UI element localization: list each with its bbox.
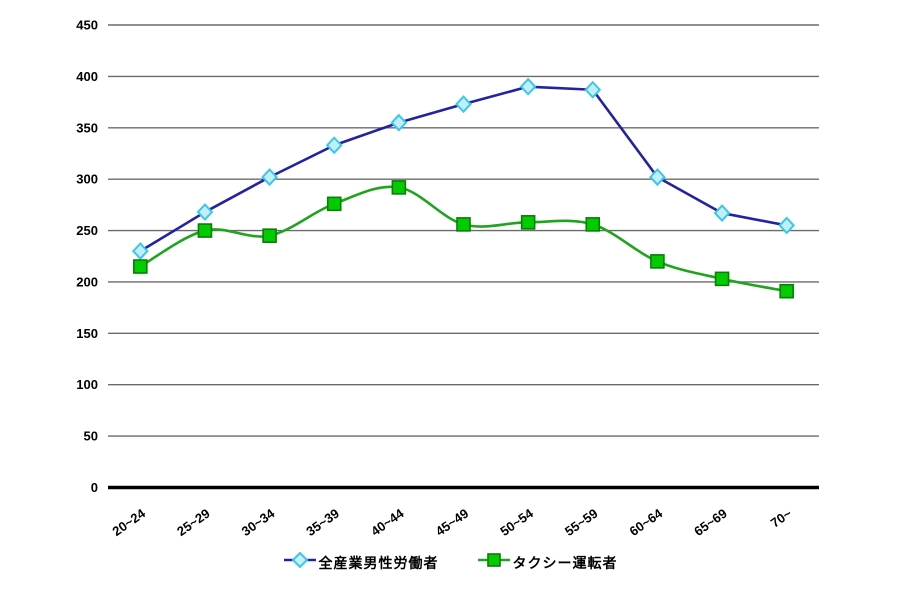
data-point-all-industry-male-workers-4 [390,113,408,132]
x-axis-tick-label: 60~64 [627,505,666,539]
data-point-all-industry-male-workers-8 [649,168,666,187]
y-axis-tick-label: 400 [76,69,98,84]
x-axis-tick-label: 40~44 [368,505,407,539]
y-axis-tick-label: 150 [76,326,98,341]
data-point-taxi-drivers-10 [779,283,794,299]
data-point-taxi-drivers-0 [133,259,148,274]
x-axis-tick-label: 55~59 [562,506,601,539]
y-axis-tick-label: 450 [76,18,98,33]
x-axis-tick-label: 30~34 [239,505,278,539]
y-axis-tick-label: 200 [76,274,98,289]
x-axis-tick-label: 35~39 [303,506,342,539]
x-axis-tick-label: 65~69 [691,506,730,539]
x-axis-tick-label: 50~54 [497,505,536,539]
data-point-all-industry-male-workers-9 [713,204,731,223]
data-point-all-industry-male-workers-6 [519,77,537,96]
legend-label-taxi-drivers: タクシー運転者 [512,554,618,571]
data-point-all-industry-male-workers-2 [261,168,278,187]
data-point-all-industry-male-workers-1 [196,203,214,222]
x-axis-tick-label: 20~24 [110,505,149,539]
data-point-taxi-drivers-5 [456,217,471,232]
data-point-taxi-drivers-8 [650,254,665,269]
legend-marker-square-icon [477,551,511,574]
x-axis-tick-label: 70~ [768,505,795,530]
y-axis-tick-label: 350 [76,120,98,135]
data-point-all-industry-male-workers-10 [778,216,796,235]
series-line-taxi-drivers [139,185,788,293]
data-point-taxi-drivers-2 [262,228,277,243]
y-axis-tick-label: 300 [76,172,98,187]
y-axis-tick-label: 50 [84,429,98,444]
data-point-taxi-drivers-3 [326,196,342,212]
chart-legend: 全産業男性労働者 タクシー運転者 [0,551,900,574]
data-point-all-industry-male-workers-5 [455,95,472,114]
legend-item-all-industry-male-workers: 全産業男性労働者 [283,551,439,574]
legend-label-all-industry-male-workers: 全産業男性労働者 [318,554,439,571]
y-axis-tick-label: 0 [91,480,98,495]
data-point-all-industry-male-workers-3 [325,136,343,155]
data-point-taxi-drivers-1 [197,223,213,238]
data-point-taxi-drivers-9 [714,271,730,287]
legend-marker-diamond-icon [283,551,317,574]
x-axis-tick-label: 45~49 [433,506,472,539]
legend-item-taxi-drivers: タクシー運転者 [477,551,618,574]
data-point-all-industry-male-workers-7 [584,80,602,99]
data-point-all-industry-male-workers-0 [131,242,149,261]
x-axis-tick-label: 25~29 [174,506,213,539]
y-axis-tick-label: 250 [76,223,98,238]
data-point-taxi-drivers-4 [391,180,407,195]
y-axis-tick-label: 100 [76,377,98,392]
data-point-taxi-drivers-7 [585,217,601,232]
data-point-taxi-drivers-6 [520,215,536,230]
